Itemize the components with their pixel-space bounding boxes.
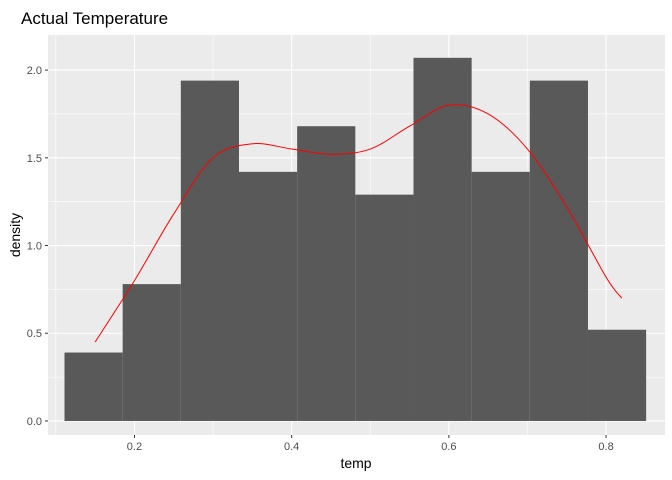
histogram-bar-6 [355,194,414,421]
histogram-bar-4 [238,171,298,421]
y-tick-label: 0.5 [27,328,42,340]
histogram-bar-5 [297,126,356,421]
chart-title: Actual Temperature [21,9,168,28]
density-curve [94,104,623,343]
histogram-bar-9 [529,80,588,421]
histogram-bar-8 [471,171,530,421]
y-axis-title: density [7,213,23,257]
y-tick-label: 0.0 [27,416,42,428]
x-tick-label: 0.2 [127,441,142,453]
y-tick-label: 1.5 [27,153,42,165]
y-tick-label: 1.0 [27,241,42,253]
x-tick-label: 0.6 [441,441,456,453]
y-axis-ticks: 0.0 0.5 1.0 1.5 2.0 [27,65,48,428]
histogram-bars [64,57,647,421]
histogram-bar-1 [64,352,123,421]
x-tick-label: 0.4 [284,441,299,453]
histogram-bar-10 [587,329,647,421]
x-axis-title: temp [340,455,371,471]
x-tick-label: 0.8 [598,441,613,453]
histogram-bar-7 [413,57,472,421]
histogram-bar-3 [180,80,239,421]
histogram-bar-2 [122,284,181,421]
x-axis-ticks: 0.2 0.4 0.6 0.8 [127,435,614,453]
y-tick-label: 2.0 [27,65,42,77]
